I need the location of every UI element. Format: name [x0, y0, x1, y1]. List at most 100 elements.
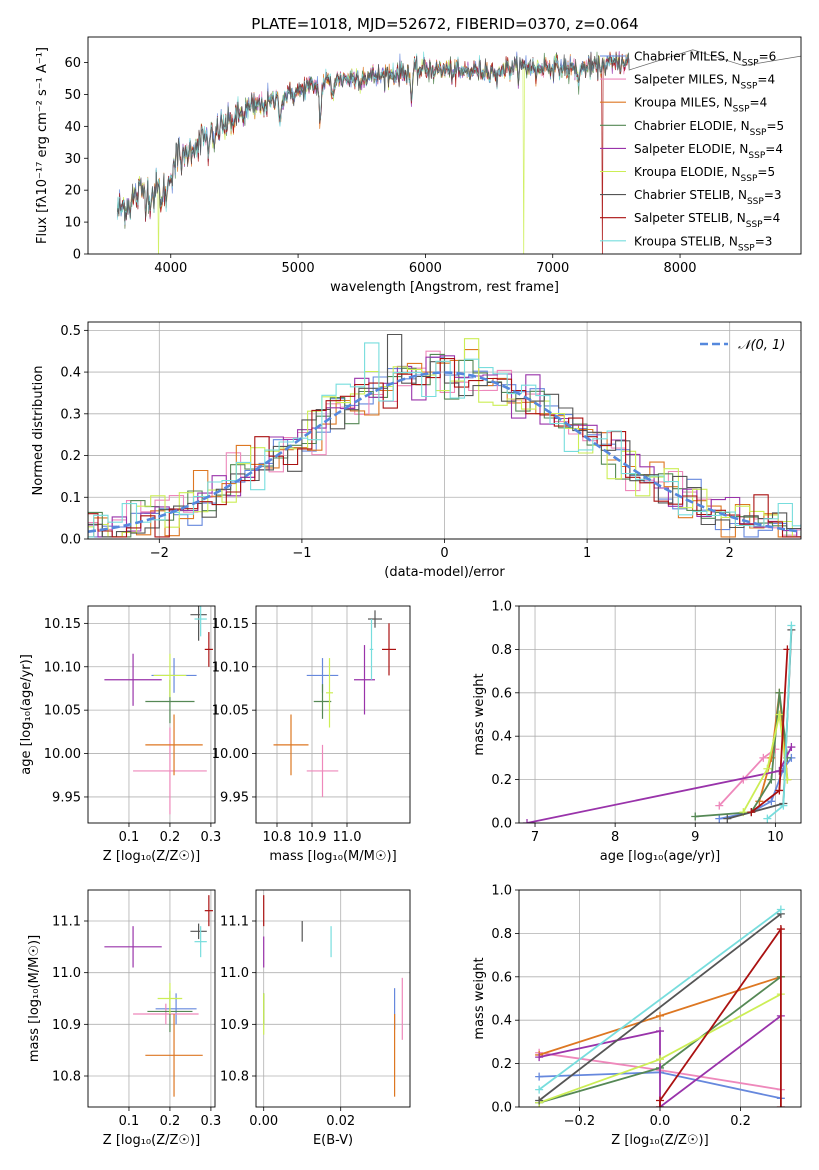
x-tick-label: 0.1: [119, 1114, 140, 1129]
y-tick-label: 0.0: [491, 1101, 512, 1116]
errorbar-point: [145, 1014, 203, 1097]
errorbar-point: [368, 610, 382, 628]
weight-point-marker: [763, 814, 772, 823]
x-tick-label: 0.2: [160, 1114, 181, 1129]
errorbar-point: [313, 684, 332, 719]
weight-point-marker: [775, 688, 784, 697]
weight-point-marker: [723, 814, 732, 823]
weight-point-marker: [787, 621, 796, 630]
panel-age_vs_Z: 0.1 0.2 0.3 9.95 10.00 10.05 10.10 10.15 Z [log₁…: [19, 605, 222, 864]
x-tick-label: 10.9: [298, 830, 327, 845]
weight-point-marker: [776, 905, 785, 914]
weight-point-marker: [691, 812, 700, 821]
x-tick-label: 10: [767, 830, 784, 845]
x-tick-label: 0.02: [326, 1114, 355, 1129]
spectrum-series-line: [116, 51, 630, 225]
spectrum-series-line: [116, 53, 630, 254]
spectrum-series-line: [116, 51, 630, 226]
panel-spectrum: 4000 5000 6000 7000 8000 0 10 20 30 40 50 60 wavelen…: [35, 36, 802, 295]
x-tick-label: 11.0: [333, 830, 362, 845]
errorbar-point: [145, 714, 203, 776]
figure-title: PLATE=1018, MJD=52672, FIBERID=0370, z=0…: [251, 15, 638, 33]
spectrum-series-line: [116, 51, 630, 254]
legend-label: Salpeter MILES, NSSP=4: [634, 73, 775, 92]
y-tick-label: 10.10: [44, 660, 81, 675]
weight-point-marker: [759, 753, 768, 762]
y-tick-label: 10.05: [44, 704, 81, 719]
y-tick-label: 9.95: [52, 790, 81, 805]
panel-age_vs_mass: 10.8 10.9 11.0 9.95 10.00 10.05 10.10 10.15 mass…: [212, 605, 411, 864]
y-tick-label: 1.0: [491, 884, 512, 899]
errorbar-point: [194, 606, 207, 637]
axes-frame: [87, 605, 216, 824]
weight-point-marker: [787, 743, 796, 752]
x-axis-label: Z [log₁₀(Z/Z☉)]: [103, 849, 200, 864]
y-axis-label: mass [log₁₀(M/M☉)]: [27, 935, 42, 1062]
y-tick-label: 0.6: [491, 686, 512, 701]
errorbar-point: [133, 1003, 199, 1025]
axes-frame: [518, 605, 802, 824]
y-tick-label: 10.9: [52, 1018, 81, 1033]
y-axis-label: Normed distribution: [31, 366, 46, 496]
y-tick-label: 10.9: [220, 1018, 249, 1033]
spectrum-series-line: [116, 51, 630, 226]
spectrum-series-line: [116, 51, 630, 229]
weight-point-marker: [656, 1096, 664, 1105]
plot-area: [523, 621, 796, 823]
spectrum-series-line: [116, 53, 630, 229]
x-axis-label: mass [log₁₀(M/M☉)]: [269, 849, 396, 864]
histogram-series: [88, 338, 801, 538]
spectrum-series-line: [116, 51, 630, 227]
x-tick-label: −0.2: [564, 1114, 596, 1129]
y-tick-label: 10.10: [212, 660, 249, 675]
x-axis-label: Z [log₁₀(Z/Z☉)]: [611, 1133, 708, 1148]
x-axis-label: age [log₁₀(age/yr)]: [600, 849, 721, 864]
weight-point-marker: [535, 1085, 544, 1094]
x-tick-label: 0.2: [160, 830, 181, 845]
x-axis-label: Z [log₁₀(Z/Z☉)]: [103, 1133, 200, 1148]
weight-series-line: [718, 748, 776, 807]
x-axis-label: wavelength [Angstrom, rest frame]: [330, 280, 559, 295]
legend: Chabrier MILES, NSSP=6 Salpeter MILES, NS…: [600, 50, 784, 253]
weight-point-marker: [523, 819, 532, 823]
y-tick-label: 40: [64, 120, 81, 135]
y-tick-label: 10.00: [212, 747, 249, 762]
errorbar-point: [104, 653, 162, 706]
weight-point-marker: [775, 786, 784, 795]
weight-point-marker: [656, 1011, 664, 1020]
errorbar-point: [369, 619, 374, 680]
spectrum-series-line: [116, 49, 801, 222]
x-tick-label: 0.3: [201, 830, 222, 845]
x-tick-label: 8000: [663, 261, 696, 276]
legend-label: Chabrier MILES, NSSP=6: [634, 50, 776, 69]
y-tick-label: 0.4: [491, 1014, 512, 1029]
x-tick-label: 0.2: [730, 1114, 751, 1129]
x-tick-label: 0.3: [201, 1114, 222, 1129]
y-tick-label: 0.8: [491, 927, 512, 942]
histogram-series: [88, 333, 801, 538]
axes-frame: [255, 889, 411, 1108]
errorbar-point: [104, 926, 162, 968]
panel-mass_weight_vs_Z: −0.2 0.0 0.2 0.0 0.2 0.4 0.6 0.8 1.0 Z [log₁₀(Z/Z…: [472, 884, 802, 1148]
y-tick-label: 1.0: [491, 600, 512, 615]
panel-residuals: −2 −1 0 1 2 0.0 0.1 0.2 0.3 0.4 0.5 (data-model)/er…: [31, 321, 802, 580]
y-tick-label: 10.8: [220, 1070, 249, 1085]
errorbar-point: [153, 653, 187, 698]
legend-label: Kroupa ELODIE, NSSP=5: [634, 165, 775, 184]
gaussian-curve: [88, 371, 801, 533]
legend-label: Kroupa STELIB, NSSP=3: [634, 234, 772, 253]
errorbar-point: [306, 744, 339, 797]
y-tick-label: 0.4: [491, 730, 512, 745]
weight-point-marker: [776, 925, 785, 934]
y-tick-label: 10.15: [44, 617, 81, 632]
errorbar-point: [190, 606, 207, 641]
x-tick-label: 8: [611, 830, 619, 845]
weight-point-marker: [763, 764, 772, 773]
weight-point-marker: [535, 1096, 544, 1105]
y-tick-label: 0.2: [491, 773, 512, 788]
plot-area: [104, 895, 213, 1097]
plot-area: [263, 895, 403, 1097]
x-tick-label: 7: [531, 830, 539, 845]
y-tick-label: 60: [64, 56, 81, 71]
y-tick-label: 10.00: [44, 747, 81, 762]
